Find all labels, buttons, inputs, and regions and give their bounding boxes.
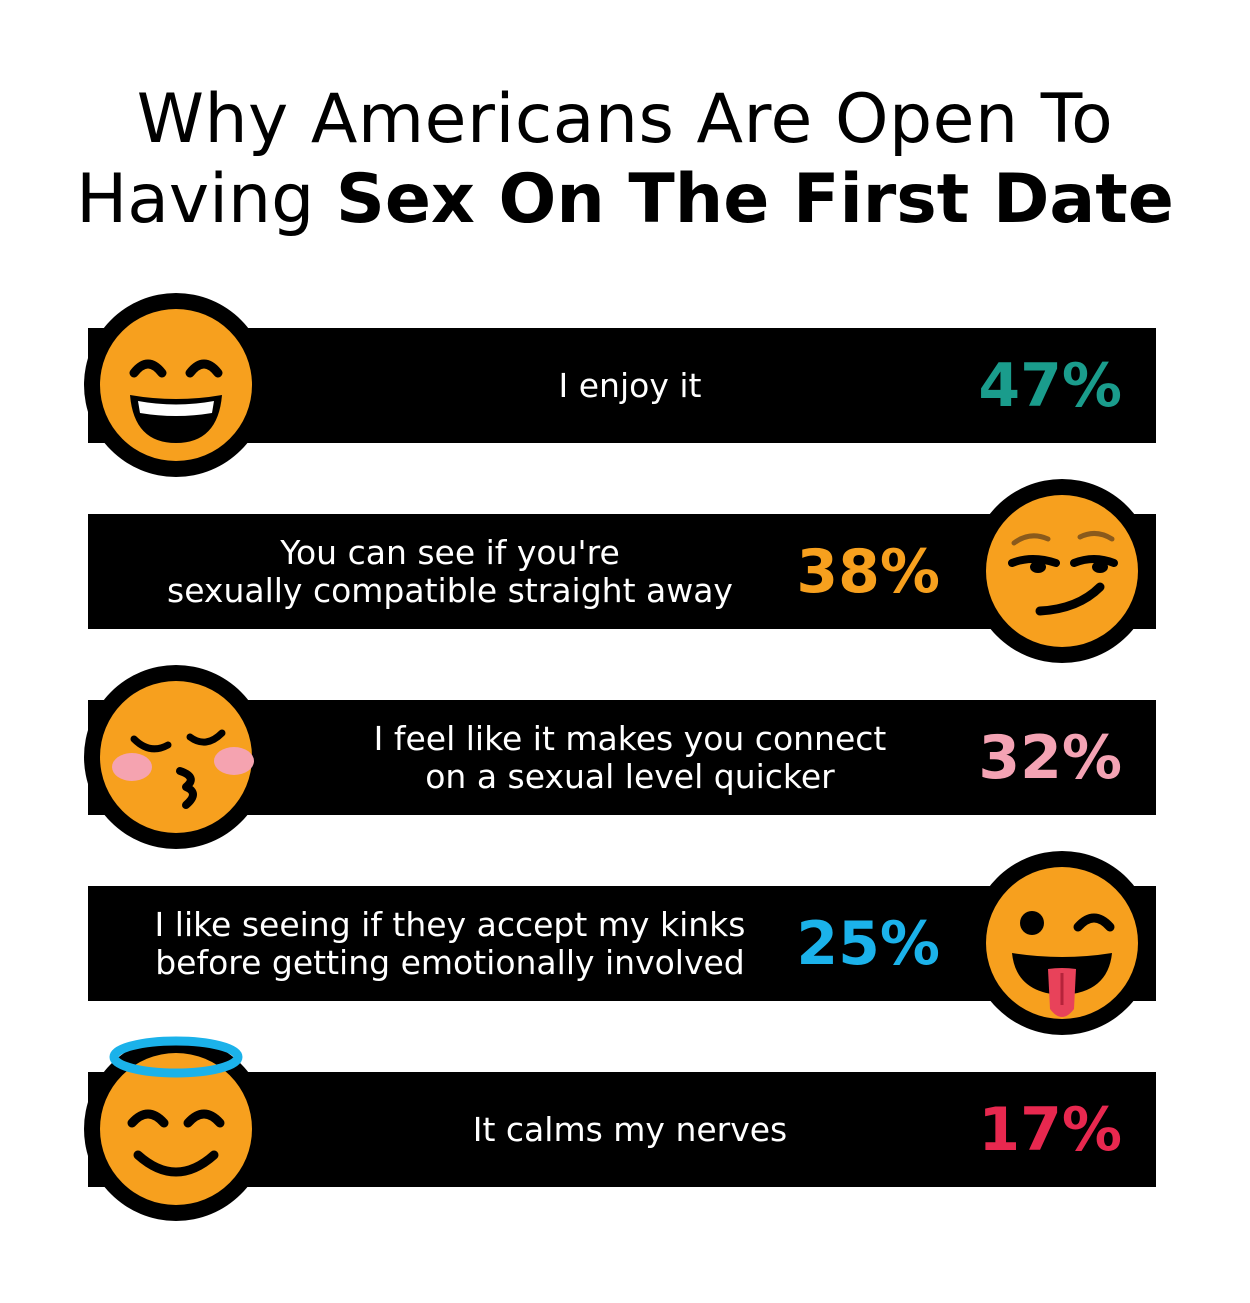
chart-title-line-1: Why Americans Are Open To	[136, 80, 1114, 159]
bar-label-line: You can see if you're	[280, 532, 620, 572]
winking-tongue-face-icon	[970, 851, 1154, 1035]
bar-label-line: sexually compatible straight away	[167, 570, 733, 610]
chart-title-line-2: Having Sex On The First Date	[0, 160, 1250, 239]
bar-label-line: I like seeing if they accept my kinks	[154, 904, 746, 944]
bar-value-label: 47%	[978, 350, 1122, 421]
bar-value-label: 17%	[978, 1094, 1122, 1165]
title-prefix: Having	[76, 160, 315, 239]
bar-label-line: on a sexual level quicker	[425, 756, 835, 796]
grinning-squinting-face-icon	[84, 293, 268, 477]
bar-value-label: 25%	[796, 908, 940, 979]
bar-value-label: 32%	[978, 722, 1122, 793]
bar-label: I enjoy it	[270, 328, 990, 443]
bar-label-line: It calms my nerves	[472, 1109, 788, 1149]
bar-label: You can see if you're sexually compatible…	[110, 514, 790, 629]
bar-label: It calms my nerves	[270, 1072, 990, 1187]
kissing-face-icon	[84, 665, 268, 849]
bar-label: I feel like it makes you connect on a sex…	[270, 700, 990, 815]
bar-label-line: I feel like it makes you connect	[373, 718, 887, 758]
bar-label-line: I enjoy it	[558, 365, 702, 405]
smiling-halo-face-icon	[84, 1036, 268, 1221]
smirking-face-icon	[970, 479, 1154, 663]
bar-label-line: before getting emotionally involved	[155, 942, 745, 982]
bar-label: I like seeing if they accept my kinks bef…	[110, 886, 790, 1001]
title-bold: Sex On The First Date	[335, 160, 1174, 239]
bar-value-label: 38%	[796, 536, 940, 607]
